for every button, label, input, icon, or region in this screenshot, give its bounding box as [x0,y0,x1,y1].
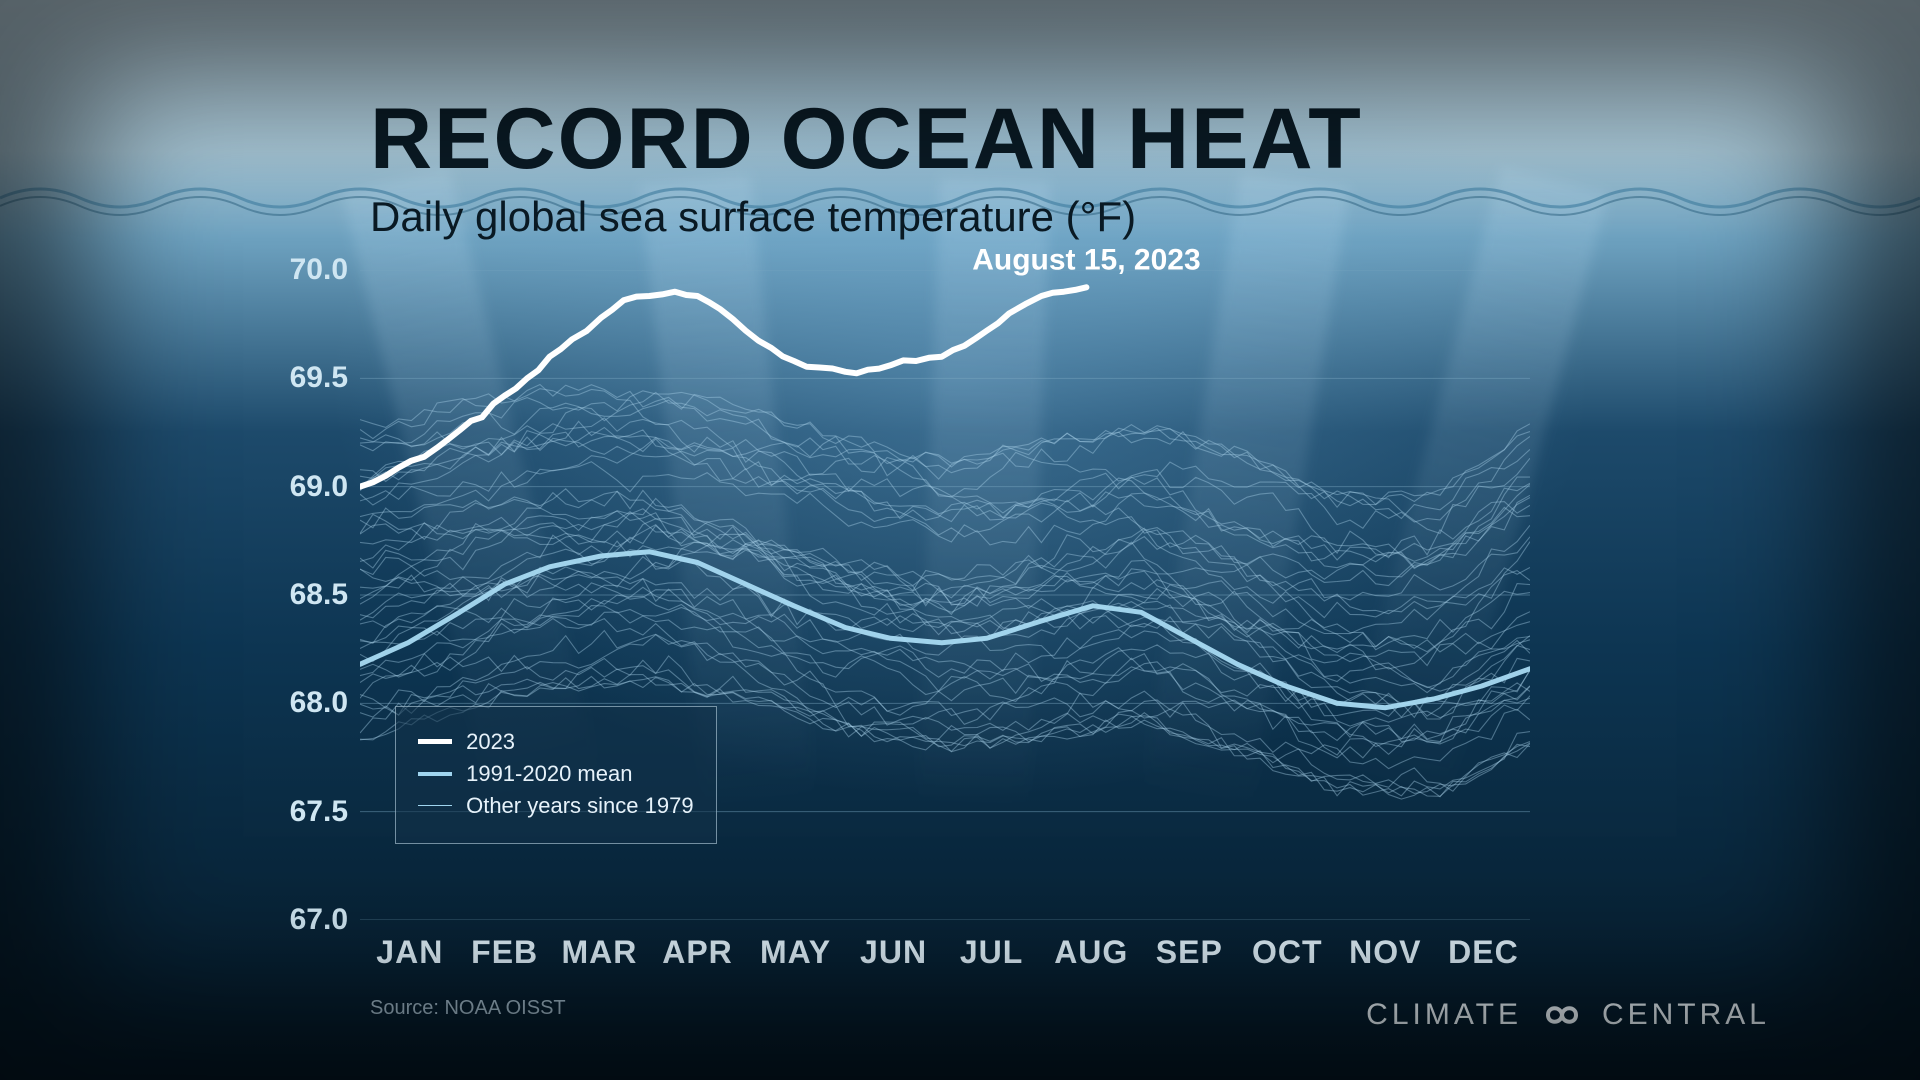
x-tick-label: FEB [471,934,538,971]
x-tick-label: SEP [1156,934,1223,971]
chart-title: RECORD OCEAN HEAT [370,90,1363,189]
legend-swatch [418,739,452,744]
legend-item: 2023 [418,729,693,755]
x-tick-label: JUL [960,934,1023,971]
chart-subtitle: Daily global sea surface temperature (°F… [370,193,1363,241]
x-tick-label: MAY [760,934,831,971]
x-tick-label: JAN [376,934,443,971]
annotation-label: August 15, 2023 [972,244,1200,278]
y-tick-label: 68.0 [290,686,348,720]
legend-label: Other years since 1979 [466,793,693,819]
legend: 2023 1991-2020 mean Other years since 1979 [395,706,716,844]
infinity-icon [1534,998,1590,1032]
brand-text-right: CENTRAL [1602,998,1770,1032]
y-tick-label: 67.5 [290,795,348,829]
brand-text-left: CLIMATE [1366,998,1522,1032]
legend-swatch [418,805,452,806]
x-tick-label: NOV [1349,934,1421,971]
source-text: Source: NOAA OISST [370,997,566,1020]
infographic-stage: RECORD OCEAN HEAT Daily global sea surfa… [0,0,1920,1080]
brand-logo: CLIMATE CENTRAL [1366,998,1770,1032]
y-tick-label: 68.5 [290,578,348,612]
legend-label: 1991-2020 mean [466,761,632,787]
x-tick-label: DEC [1448,934,1519,971]
y-tick-label: 69.0 [290,470,348,504]
x-tick-label: OCT [1252,934,1323,971]
x-tick-label: JUN [860,934,927,971]
y-tick-label: 69.5 [290,361,348,395]
chart-area: 67.067.568.068.569.069.570.0 JANFEBMARAP… [360,270,1530,920]
legend-label: 2023 [466,729,515,755]
legend-swatch [418,772,452,776]
y-tick-label: 67.0 [290,903,348,937]
legend-item: Other years since 1979 [418,793,693,819]
x-tick-label: APR [662,934,733,971]
y-tick-label: 70.0 [290,253,348,287]
x-tick-label: MAR [562,934,638,971]
title-block: RECORD OCEAN HEAT Daily global sea surfa… [370,90,1363,241]
legend-item: 1991-2020 mean [418,761,693,787]
x-tick-label: AUG [1054,934,1128,971]
